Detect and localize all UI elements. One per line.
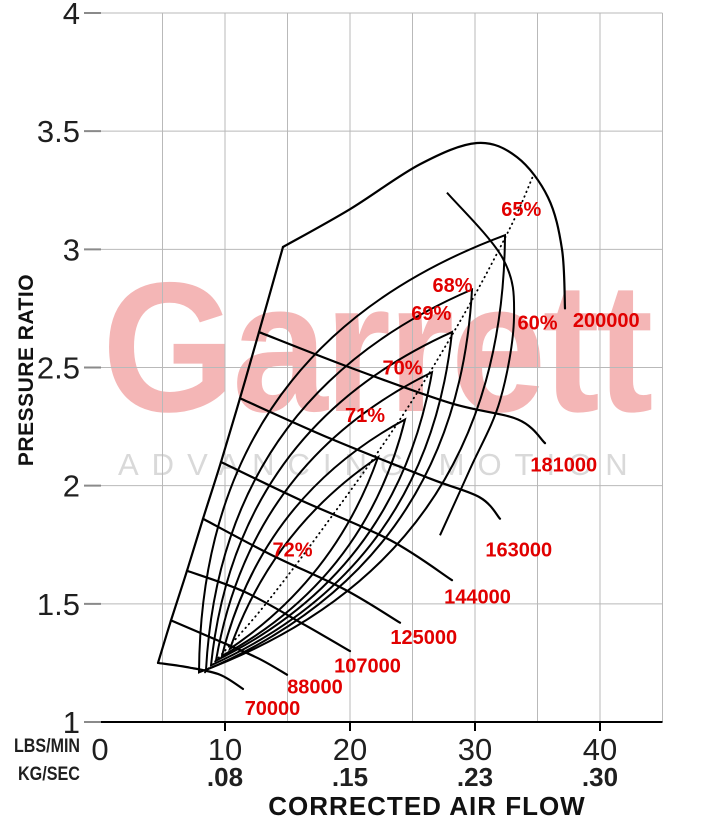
- efficiency-label: 70%: [382, 358, 422, 380]
- efficiency-label: 72%: [272, 539, 312, 561]
- efficiency-island-68: [204, 287, 474, 672]
- speed-line-70000: [156, 661, 245, 691]
- x-axis-unit-label: LBS/MIN: [14, 736, 80, 757]
- efficiency-island-69: [209, 330, 454, 667]
- x-tick-label: .15: [332, 762, 368, 792]
- speed-line-label: 88000: [287, 677, 343, 699]
- x-axis-unit-label: KG/SEC: [18, 764, 80, 785]
- speed-line-label: 200000: [573, 310, 640, 332]
- y-tick-label: 2: [63, 469, 80, 504]
- speed-line-125000: [201, 517, 402, 624]
- speed-line-200000: [281, 141, 567, 310]
- speed-line-label: 107000: [334, 655, 401, 677]
- efficiency-island-65: [197, 233, 507, 674]
- efficiency-island-70: [214, 370, 434, 663]
- y-tick-label: 2.5: [37, 351, 80, 386]
- y-tick-label: 1.5: [37, 587, 80, 622]
- x-axis-title: CORRECTED AIR FLOW: [268, 791, 586, 821]
- efficiency-label: 69%: [411, 303, 451, 325]
- watermark-garrett-logo: Garrett: [102, 245, 653, 451]
- speed-line-107000: [185, 569, 352, 653]
- speed-line-label: 70000: [245, 698, 301, 720]
- speed-line-163000: [238, 397, 502, 520]
- speed-line-144000: [219, 460, 454, 582]
- speed-line-181000: [257, 330, 547, 445]
- x-tick-label: 30: [458, 732, 492, 767]
- efficiency-label: 71%: [345, 405, 385, 427]
- x-tick-label: 0: [91, 732, 108, 767]
- x-tick-label: 10: [208, 732, 242, 767]
- surge-line: [156, 245, 285, 665]
- speed-line-label: 181000: [530, 454, 597, 476]
- speed-line-label: 163000: [485, 539, 552, 561]
- x-tick-label: 20: [333, 732, 367, 767]
- y-tick-label: 3: [63, 232, 80, 267]
- y-tick-label: 1: [63, 705, 80, 740]
- x-tick-label: .30: [582, 762, 618, 792]
- speed-line-88000: [169, 619, 289, 676]
- x-tick-label: 40: [583, 732, 617, 767]
- speed-line-label: 144000: [444, 587, 511, 609]
- peak-efficiency-dotted-line: [204, 175, 534, 674]
- y-tick-label: 3.5: [37, 114, 80, 149]
- x-tick-label: .23: [457, 762, 493, 792]
- y-tick-label: 4: [63, 0, 80, 31]
- efficiency-label: 68%: [432, 275, 472, 297]
- x-tick-label: .08: [207, 762, 243, 792]
- efficiency-label: 60%: [517, 313, 557, 335]
- efficiency-island-71: [220, 417, 407, 658]
- y-axis-title: PRESSURE RATIO: [15, 273, 38, 467]
- efficiency-contour-60: [439, 191, 516, 536]
- efficiency-label: 65%: [501, 199, 541, 221]
- speed-line-label: 125000: [390, 627, 457, 649]
- watermark-tagline: ADVANCING MOTION: [118, 447, 641, 482]
